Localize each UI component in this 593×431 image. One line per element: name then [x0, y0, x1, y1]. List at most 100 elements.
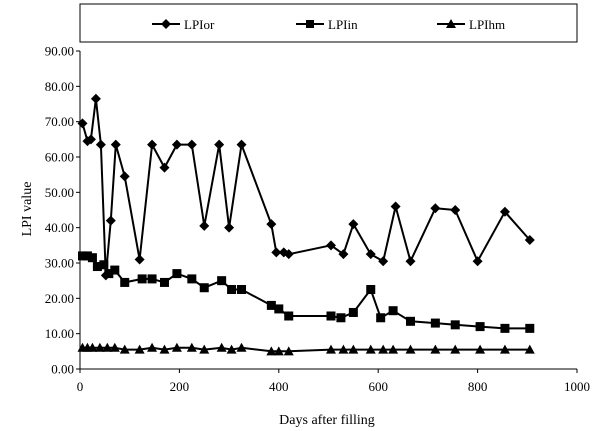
series-lpior: [77, 93, 535, 281]
data-point-lpihm: [102, 342, 113, 352]
data-point-lpiin: [388, 306, 398, 316]
data-point-lpior: [224, 222, 235, 233]
data-point-lpior: [472, 256, 483, 267]
data-point-lpiin: [82, 251, 92, 261]
data-point-lpihm: [365, 344, 376, 354]
data-point-lpiin: [284, 311, 294, 321]
data-point-lpihm: [199, 344, 210, 354]
data-point-lpiin: [430, 318, 440, 328]
data-point-lpior: [524, 235, 535, 246]
y-tick-label: 80.00: [45, 79, 74, 94]
data-point-lpior: [134, 254, 145, 265]
data-point-lpihm: [226, 344, 237, 354]
data-point-lpihm: [378, 344, 389, 354]
data-point-lpihm: [388, 344, 399, 354]
data-point-lpiin: [217, 276, 227, 286]
y-tick-label: 20.00: [45, 291, 74, 306]
data-point-lpiin: [187, 274, 197, 284]
data-point-lpiin: [326, 311, 336, 321]
data-point-lpior: [390, 201, 401, 212]
data-point-lpiin: [172, 269, 182, 279]
data-point-lpihm: [325, 344, 336, 354]
data-point-lpihm: [87, 342, 98, 352]
data-point-lpihm: [348, 344, 359, 354]
series-lpihm: [77, 342, 535, 356]
data-point-lpihm: [430, 344, 441, 354]
data-point-lpiin: [137, 274, 147, 284]
data-point-lpior: [171, 139, 182, 150]
data-point-lpihm: [159, 344, 170, 354]
y-tick-label: 0.00: [51, 362, 74, 377]
data-point-lpiin: [376, 313, 386, 323]
legend: LPIor LPIin LPIhm: [79, 3, 578, 43]
x-tick-label: 800: [468, 379, 488, 394]
data-point-lpior: [405, 256, 416, 267]
legend-marker-triangle-icon: [446, 19, 456, 28]
data-point-lpiin: [199, 283, 209, 293]
x-tick-label: 600: [368, 379, 388, 394]
data-point-lpihm: [273, 346, 284, 356]
data-point-lpior: [325, 240, 336, 251]
data-point-lpior: [378, 256, 389, 267]
data-point-lpior: [90, 93, 101, 104]
y-tick-label: 30.00: [45, 256, 74, 271]
data-point-lpihm: [109, 342, 120, 352]
data-point-lpiin: [450, 320, 460, 330]
data-point-lpihm: [236, 342, 247, 352]
legend-label-lpiin: LPIin: [328, 17, 358, 32]
data-point-lpihm: [94, 342, 105, 352]
data-point-lpihm: [338, 344, 349, 354]
data-point-lpihm: [475, 344, 486, 354]
data-point-lpior: [119, 171, 130, 182]
data-point-lpihm: [147, 342, 158, 352]
data-point-lpihm: [134, 344, 145, 354]
data-point-lpiin: [99, 260, 109, 270]
data-point-lpihm: [266, 346, 277, 356]
legend-item-lpiin: LPIin: [296, 17, 358, 32]
data-point-lpiin: [120, 277, 130, 287]
data-point-lpihm: [499, 344, 510, 354]
axes: 0.00 10.00 20.00 30.00 40.00 50.00 60.00 70.00 8…: [45, 44, 590, 395]
data-point-lpiin: [525, 323, 535, 333]
data-point-lpiin: [87, 253, 97, 263]
data-point-lpior: [236, 139, 247, 150]
data-point-lpior: [214, 139, 225, 150]
data-point-lpiin: [92, 262, 102, 272]
data-point-lpior: [159, 162, 170, 173]
y-axis-title: LPI value: [20, 182, 35, 237]
y-tick-label: 10.00: [45, 326, 74, 341]
data-point-lpihm: [171, 342, 182, 352]
data-point-lpihm: [524, 344, 535, 354]
x-axis-title: Days after filling: [279, 413, 375, 428]
data-point-lpihm: [216, 342, 227, 352]
data-point-lpihm: [283, 346, 294, 356]
data-point-lpiin: [147, 274, 157, 284]
data-point-lpiin: [406, 316, 416, 326]
data-point-lpior: [77, 118, 88, 129]
x-tick-label: 0: [77, 379, 84, 394]
data-point-lpior: [348, 219, 359, 230]
data-point-lpior: [110, 139, 121, 150]
series-line-lpior: [81, 97, 531, 277]
x-tick-label: 400: [269, 379, 289, 394]
legend-item-lpior: LPIor: [152, 17, 215, 32]
data-point-lpiin: [110, 265, 120, 275]
data-point-lpiin: [500, 323, 510, 333]
data-point-lpior: [271, 247, 282, 258]
data-point-lpior: [283, 249, 294, 260]
data-point-lpior: [266, 219, 277, 230]
data-point-lpior: [147, 139, 158, 150]
y-tick-label: 90.00: [45, 44, 74, 59]
y-tick-label: 50.00: [45, 185, 74, 200]
data-point-lpior: [365, 249, 376, 260]
data-point-lpiin: [266, 300, 276, 310]
data-point-lpihm: [405, 344, 416, 354]
data-point-lpior: [338, 249, 349, 260]
series-layer: [77, 93, 535, 356]
data-point-lpior: [499, 206, 510, 217]
legend-label-lpihm: LPIhm: [469, 17, 505, 32]
data-point-lpiin: [159, 277, 169, 287]
legend-marker-diamond-icon: [161, 19, 171, 29]
